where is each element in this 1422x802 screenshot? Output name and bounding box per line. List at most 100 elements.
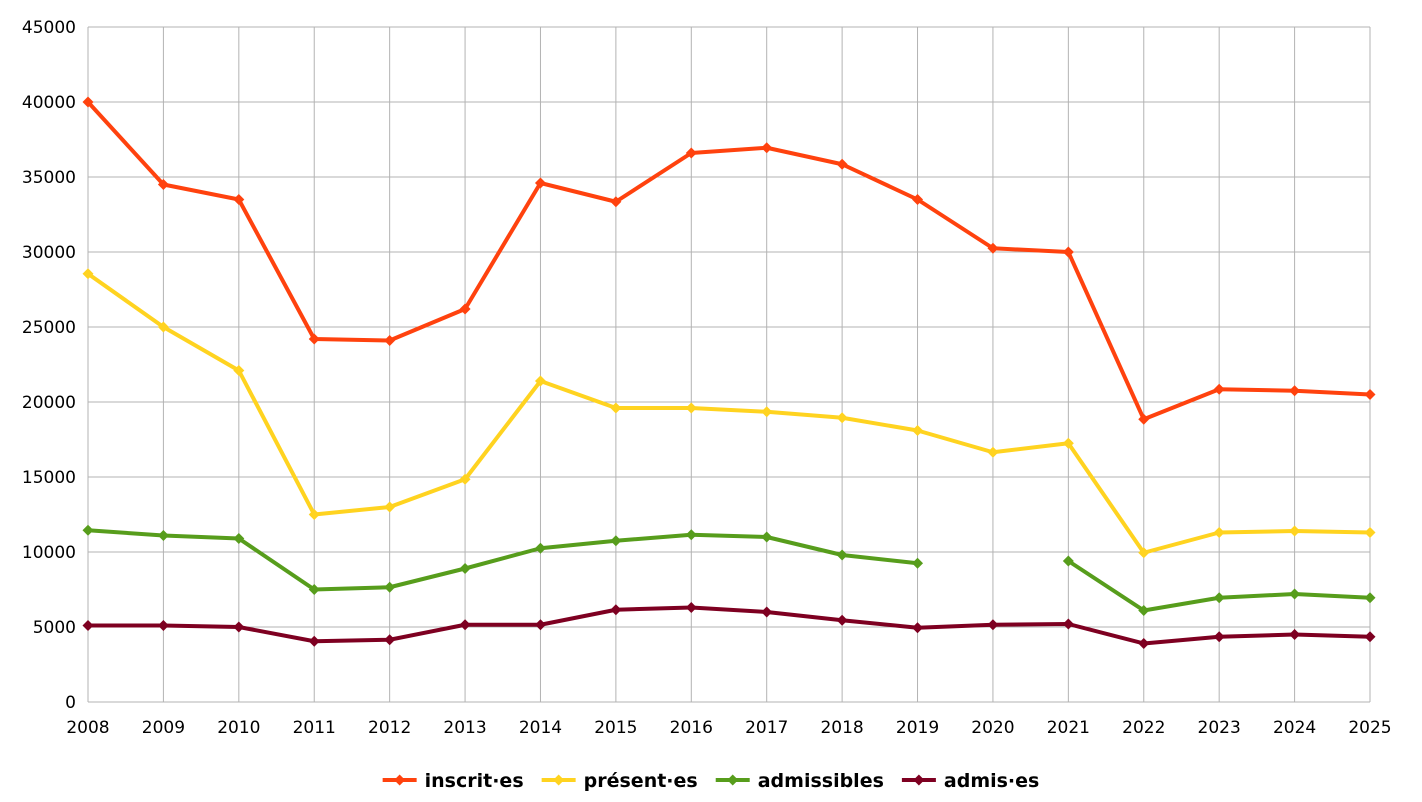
data-point <box>157 321 169 333</box>
series-1 <box>82 268 1376 559</box>
x-tick-label: 2019 <box>896 718 939 738</box>
y-tick-label: 5000 <box>33 618 76 638</box>
data-point <box>308 333 320 345</box>
data-point <box>610 535 622 547</box>
data-point <box>82 620 94 631</box>
y-tick-label: 45000 <box>22 18 76 38</box>
data-point <box>1289 629 1301 640</box>
data-point <box>761 606 773 618</box>
data-point <box>836 412 848 424</box>
legend-item: inscrit·es <box>382 770 524 792</box>
data-point <box>987 446 999 458</box>
y-tick-label: 40000 <box>22 93 76 113</box>
legend-marker <box>913 774 925 786</box>
data-point <box>761 531 773 543</box>
data-point <box>82 96 94 108</box>
data-point <box>685 402 697 414</box>
data-point <box>534 619 546 631</box>
legend-marker <box>727 774 739 786</box>
data-point <box>459 563 471 574</box>
legend-marker <box>394 774 406 786</box>
data-point <box>459 473 471 485</box>
x-tick-label: 2012 <box>368 718 411 738</box>
x-axis-tick-labels: 2008 2009 2010 2011 2012 2013 2014 2015 2016 2017… <box>66 718 1391 738</box>
x-tick-label: 2008 <box>66 718 109 738</box>
data-point <box>1289 525 1301 537</box>
legend-label: admissibles <box>758 770 884 792</box>
data-point <box>610 402 622 414</box>
data-point <box>912 194 924 205</box>
data-point <box>1364 527 1376 538</box>
series-2 <box>82 524 1376 616</box>
data-point <box>384 335 396 346</box>
data-point <box>233 533 245 544</box>
data-point <box>761 406 773 418</box>
x-tick-label: 2023 <box>1198 718 1241 738</box>
y-tick-label: 10000 <box>22 543 76 563</box>
data-point <box>82 268 94 280</box>
data-point <box>308 635 320 647</box>
data-point <box>1138 413 1150 425</box>
x-tick-label: 2016 <box>670 718 713 738</box>
data-point <box>1138 638 1150 649</box>
data-point <box>1138 605 1150 616</box>
gridlines <box>87 26 1371 703</box>
x-tick-label: 2022 <box>1122 718 1165 738</box>
data-point <box>610 604 622 616</box>
series-line <box>86 100 1372 422</box>
legend-item: admis·es <box>901 770 1039 792</box>
legend-item: admissibles <box>715 770 884 792</box>
y-tick-label: 20000 <box>22 393 76 413</box>
x-tick-label: 2010 <box>217 718 260 738</box>
data-point <box>1364 389 1376 400</box>
data-point <box>82 524 94 536</box>
series-0 <box>82 96 1376 425</box>
x-tick-label: 2009 <box>142 718 185 738</box>
data-point <box>987 619 999 631</box>
data-point <box>308 584 320 595</box>
data-point <box>1062 555 1074 567</box>
data-point <box>1289 588 1301 600</box>
x-tick-label: 2015 <box>594 718 637 738</box>
data-point <box>912 557 924 569</box>
data-point <box>157 620 169 631</box>
data-point <box>1062 618 1074 630</box>
data-point <box>1062 246 1074 258</box>
x-tick-label: 2024 <box>1273 718 1316 738</box>
data-point <box>1289 385 1301 397</box>
x-tick-label: 2014 <box>519 718 562 738</box>
data-point <box>233 365 245 376</box>
data-point <box>761 142 773 154</box>
data-point <box>1213 631 1225 643</box>
x-tick-label: 2018 <box>820 718 863 738</box>
legend-label: inscrit·es <box>425 770 524 792</box>
y-tick-label: 0 <box>65 693 76 713</box>
data-point <box>459 303 471 315</box>
series-line <box>86 605 1372 646</box>
data-point <box>685 602 697 613</box>
data-point <box>1213 592 1225 604</box>
data-point <box>836 549 848 561</box>
data-point <box>233 621 245 633</box>
series-line <box>86 528 920 592</box>
data-point <box>685 529 697 541</box>
series-line <box>86 271 1372 555</box>
legend-marker <box>553 774 565 786</box>
data-point <box>610 196 622 208</box>
data-point <box>534 177 546 189</box>
legend-label: admis·es <box>944 770 1039 792</box>
series-3 <box>82 602 1376 649</box>
x-tick-label: 2021 <box>1047 718 1090 738</box>
data-point <box>459 619 471 631</box>
data-point <box>1062 437 1074 449</box>
x-tick-label: 2013 <box>443 718 486 738</box>
y-tick-label: 25000 <box>22 318 76 338</box>
data-point <box>384 501 396 513</box>
y-tick-label: 15000 <box>22 468 76 488</box>
y-tick-label: 35000 <box>22 168 76 188</box>
data-point <box>1213 527 1225 538</box>
legend-item: présent·es <box>541 770 698 792</box>
data-point <box>157 530 169 541</box>
data-point <box>912 425 924 436</box>
